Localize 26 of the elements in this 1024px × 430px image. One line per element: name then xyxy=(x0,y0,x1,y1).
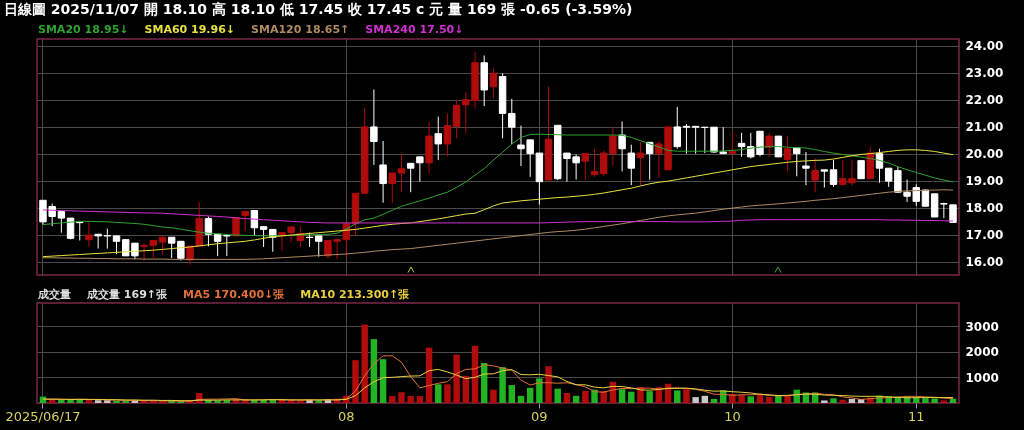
text: MA5 170.400↓張 xyxy=(183,288,285,301)
y-tick-label: 17.00 xyxy=(965,228,1004,243)
y-tick-label: 3000 xyxy=(965,319,999,334)
x-tick-label: 10 xyxy=(724,408,741,424)
y-tick-label: 16.00 xyxy=(965,255,1004,270)
y-tick-label: 19.00 xyxy=(965,174,1004,189)
y-tick-label: 18.00 xyxy=(965,201,1004,216)
y-tick-label: 21.00 xyxy=(965,120,1004,135)
x-tick-label: 11 xyxy=(907,408,925,424)
text: SMA60 19.96↓ xyxy=(144,23,236,36)
y-tick-label: 23.00 xyxy=(965,66,1004,81)
text: 成交量 169↑張 xyxy=(87,288,168,301)
text: SMA240 17.50↓ xyxy=(365,23,464,36)
x-tick-label: 2025/06/17 xyxy=(5,408,81,424)
chart-title: 日線圖 2025/11/07 開 18.10 高 18.10 低 17.45 收 17.45 c 元 量 169 張 -0.65 (-3.59%) xyxy=(4,1,633,19)
y-tick-label: 22.00 xyxy=(965,93,1004,108)
x-tick-label: 09 xyxy=(531,408,548,424)
text: SMA120 18.65↑ xyxy=(251,23,350,36)
y-tick-label: 20.00 xyxy=(965,147,1004,162)
y-tick-label: 24.00 xyxy=(965,39,1004,54)
y-tick-label: 1000 xyxy=(965,370,999,385)
x-tick-label: 08 xyxy=(338,408,355,424)
y-tick-label: 2000 xyxy=(965,345,999,360)
y-axis-title: 成交量 xyxy=(38,288,71,301)
text: MA10 213.300↑張 xyxy=(300,288,410,301)
text: SMA20 18.95↓ xyxy=(38,23,129,36)
